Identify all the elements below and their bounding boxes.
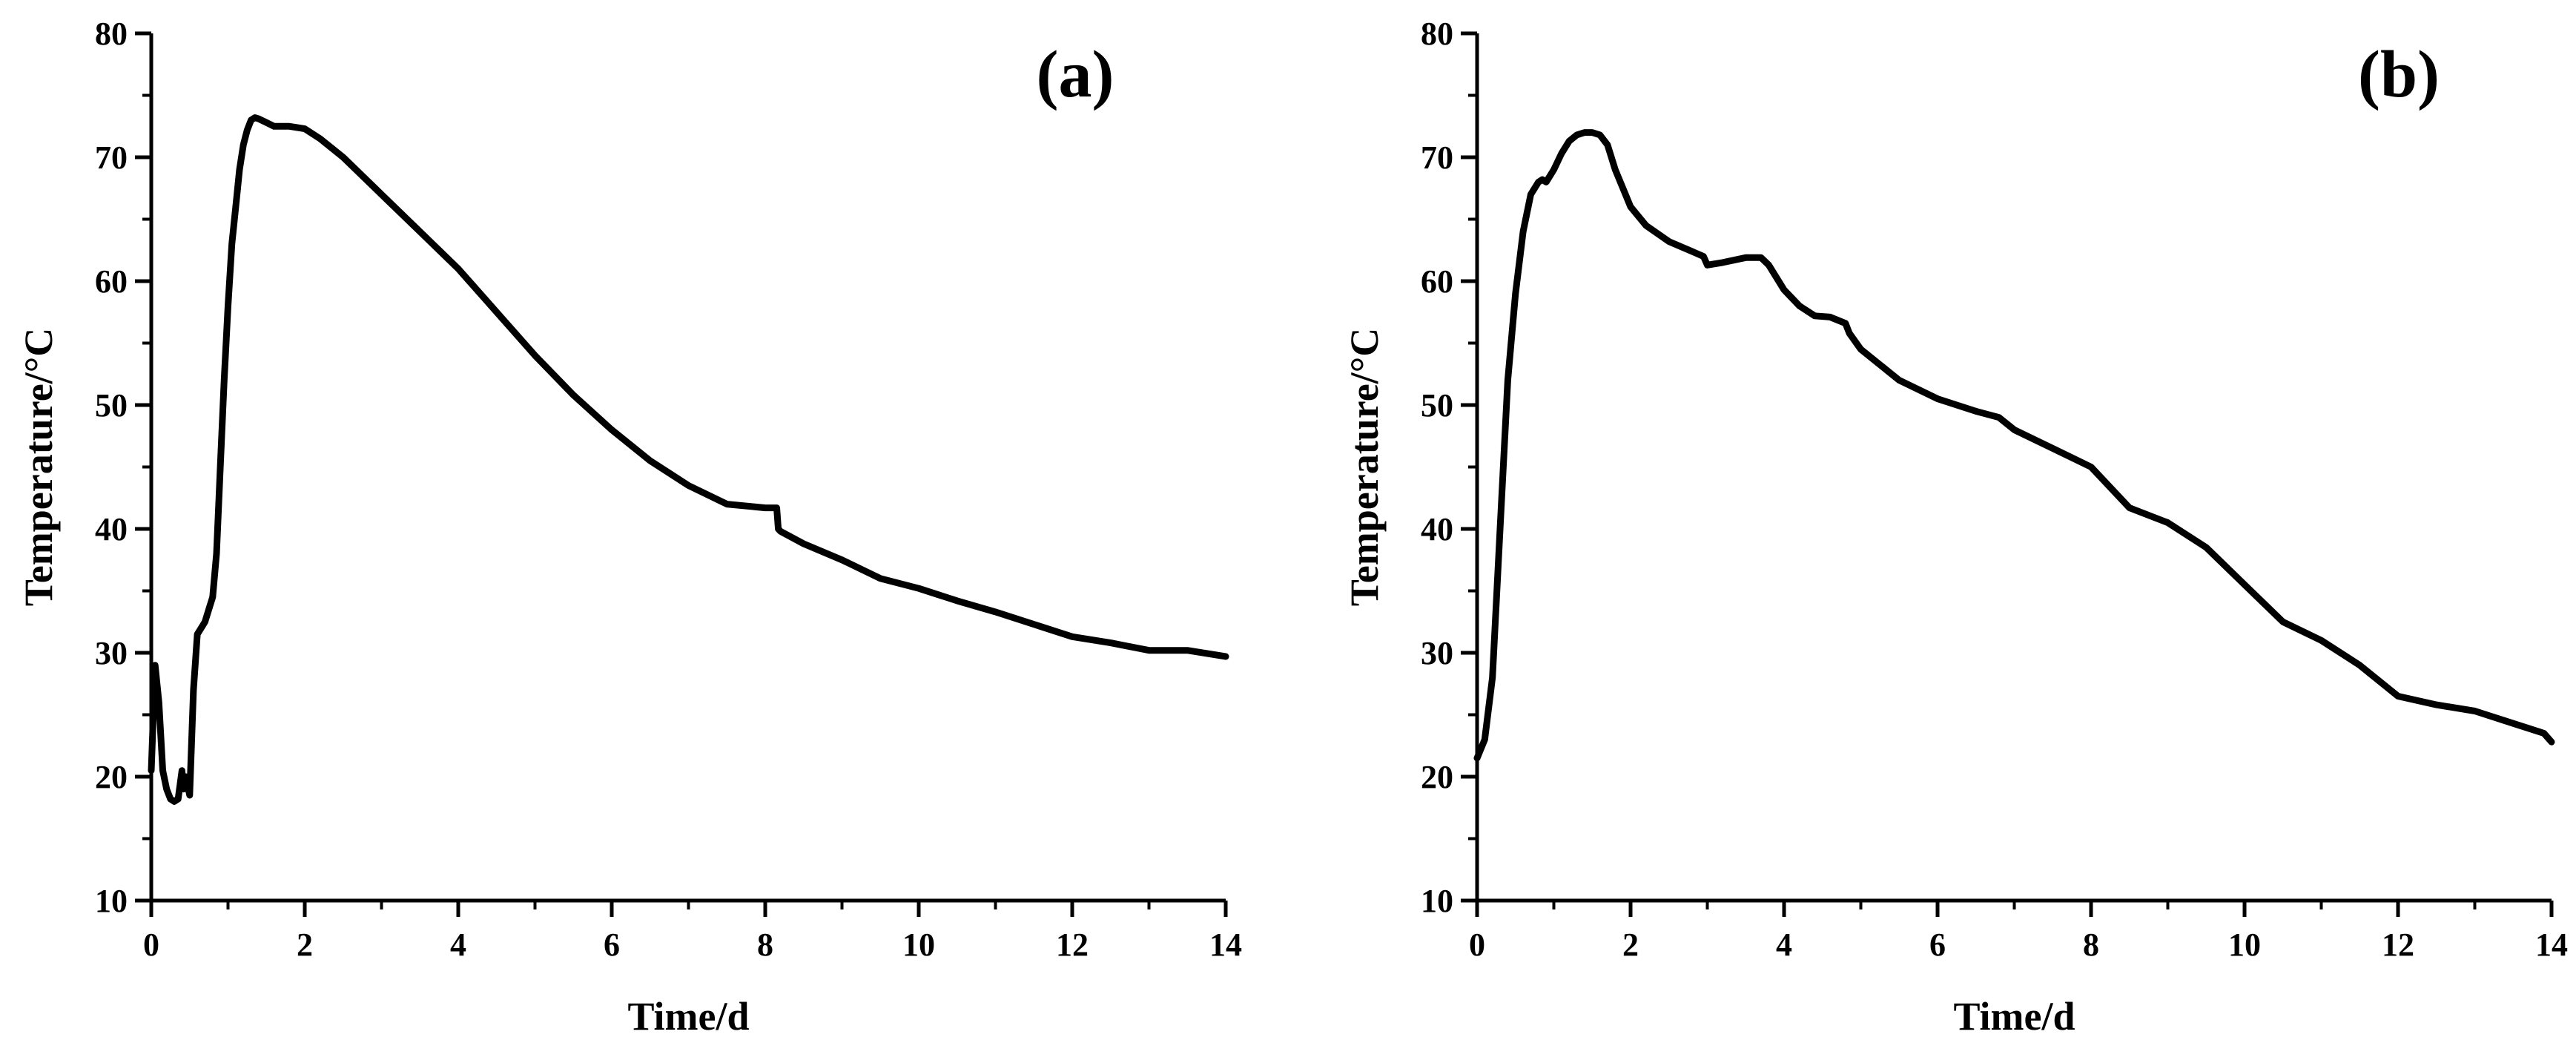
y-tick-label: 10 xyxy=(95,883,128,919)
x-tick-label: 12 xyxy=(1056,927,1089,963)
x-tick-label: 8 xyxy=(757,927,773,963)
panel-label: (a) xyxy=(1037,38,1114,111)
x-tick-label: 10 xyxy=(902,927,935,963)
x-tick-label: 14 xyxy=(1209,927,1242,963)
x-tick-label: 6 xyxy=(604,927,620,963)
y-tick-label: 70 xyxy=(1421,139,1453,176)
y-tick-label: 30 xyxy=(1421,635,1453,671)
x-axis-title: Time/d xyxy=(1953,994,2075,1039)
y-tick-label: 40 xyxy=(95,511,128,547)
y-tick-label: 20 xyxy=(95,759,128,795)
chart-panel-a: 10 20 30 40 50 60 70 80 0 2 4 6 8 10 12 14 Time/d Tempera… xyxy=(16,16,1242,1039)
x-tick-label: 12 xyxy=(2382,927,2414,963)
chart-panel-b: 10 20 30 40 50 60 70 80 0 2 4 6 8 10 12 14 Time/d Tempera… xyxy=(1342,16,2568,1039)
temperature-series-line xyxy=(1473,129,2555,762)
y-tick-label: 20 xyxy=(1421,759,1453,795)
y-tick-label: 60 xyxy=(95,263,128,300)
y-tick-label: 80 xyxy=(1421,16,1453,52)
y-tick-label: 40 xyxy=(1421,511,1453,547)
panel-label: (b) xyxy=(2358,38,2440,111)
y-tick-label: 30 xyxy=(95,635,128,671)
y-axis-title: Temperature/°C xyxy=(1342,328,1387,607)
x-tick-label: 2 xyxy=(297,927,313,963)
x-tick-label: 4 xyxy=(450,927,466,963)
y-tick-label: 70 xyxy=(95,139,128,176)
y-tick-label: 80 xyxy=(95,16,128,52)
x-tick-label: 0 xyxy=(1469,927,1485,963)
x-tick-label: 4 xyxy=(1776,927,1792,963)
y-tick-label: 50 xyxy=(95,387,128,424)
x-axis-title: Time/d xyxy=(627,994,749,1039)
x-tick-label: 14 xyxy=(2535,927,2568,963)
x-tick-label: 0 xyxy=(143,927,159,963)
x-tick-label: 10 xyxy=(2228,927,2261,963)
temperature-series-line xyxy=(148,114,1229,805)
y-tick-label: 10 xyxy=(1421,883,1453,919)
y-tick-label: 50 xyxy=(1421,387,1453,424)
y-axis-title: Temperature/°C xyxy=(16,328,61,607)
y-tick-label: 60 xyxy=(1421,263,1453,300)
x-tick-label: 2 xyxy=(1622,927,1639,963)
x-tick-label: 6 xyxy=(1929,927,1946,963)
x-tick-label: 8 xyxy=(2083,927,2099,963)
